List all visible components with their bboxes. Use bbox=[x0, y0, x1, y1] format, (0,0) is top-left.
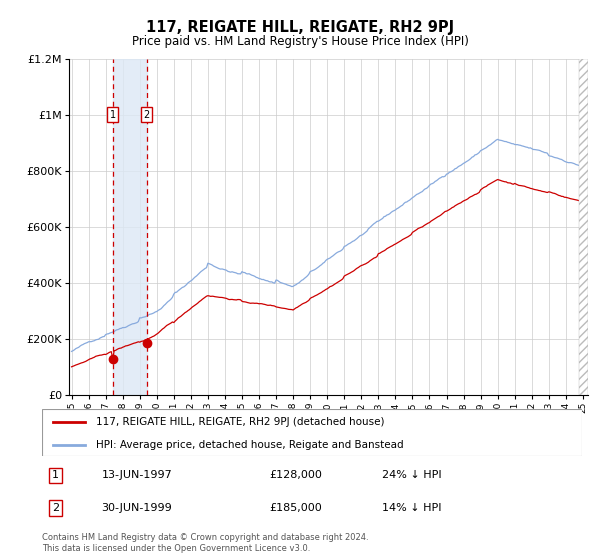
Text: 2: 2 bbox=[144, 110, 150, 120]
Text: £128,000: £128,000 bbox=[269, 470, 322, 480]
Text: Contains HM Land Registry data © Crown copyright and database right 2024.
This d: Contains HM Land Registry data © Crown c… bbox=[42, 533, 368, 553]
Text: 2: 2 bbox=[52, 503, 59, 513]
Text: 24% ↓ HPI: 24% ↓ HPI bbox=[382, 470, 442, 480]
Text: 13-JUN-1997: 13-JUN-1997 bbox=[101, 470, 172, 480]
Text: Price paid vs. HM Land Registry's House Price Index (HPI): Price paid vs. HM Land Registry's House … bbox=[131, 35, 469, 48]
Text: 1: 1 bbox=[52, 470, 59, 480]
Text: 1: 1 bbox=[110, 110, 116, 120]
Text: 30-JUN-1999: 30-JUN-1999 bbox=[101, 503, 172, 513]
Bar bbox=[113, 59, 147, 395]
Text: 14% ↓ HPI: 14% ↓ HPI bbox=[382, 503, 442, 513]
Text: 117, REIGATE HILL, REIGATE, RH2 9PJ: 117, REIGATE HILL, REIGATE, RH2 9PJ bbox=[146, 20, 454, 35]
Text: HPI: Average price, detached house, Reigate and Banstead: HPI: Average price, detached house, Reig… bbox=[96, 440, 404, 450]
Text: £185,000: £185,000 bbox=[269, 503, 322, 513]
Text: 117, REIGATE HILL, REIGATE, RH2 9PJ (detached house): 117, REIGATE HILL, REIGATE, RH2 9PJ (det… bbox=[96, 417, 385, 427]
FancyBboxPatch shape bbox=[42, 409, 582, 456]
